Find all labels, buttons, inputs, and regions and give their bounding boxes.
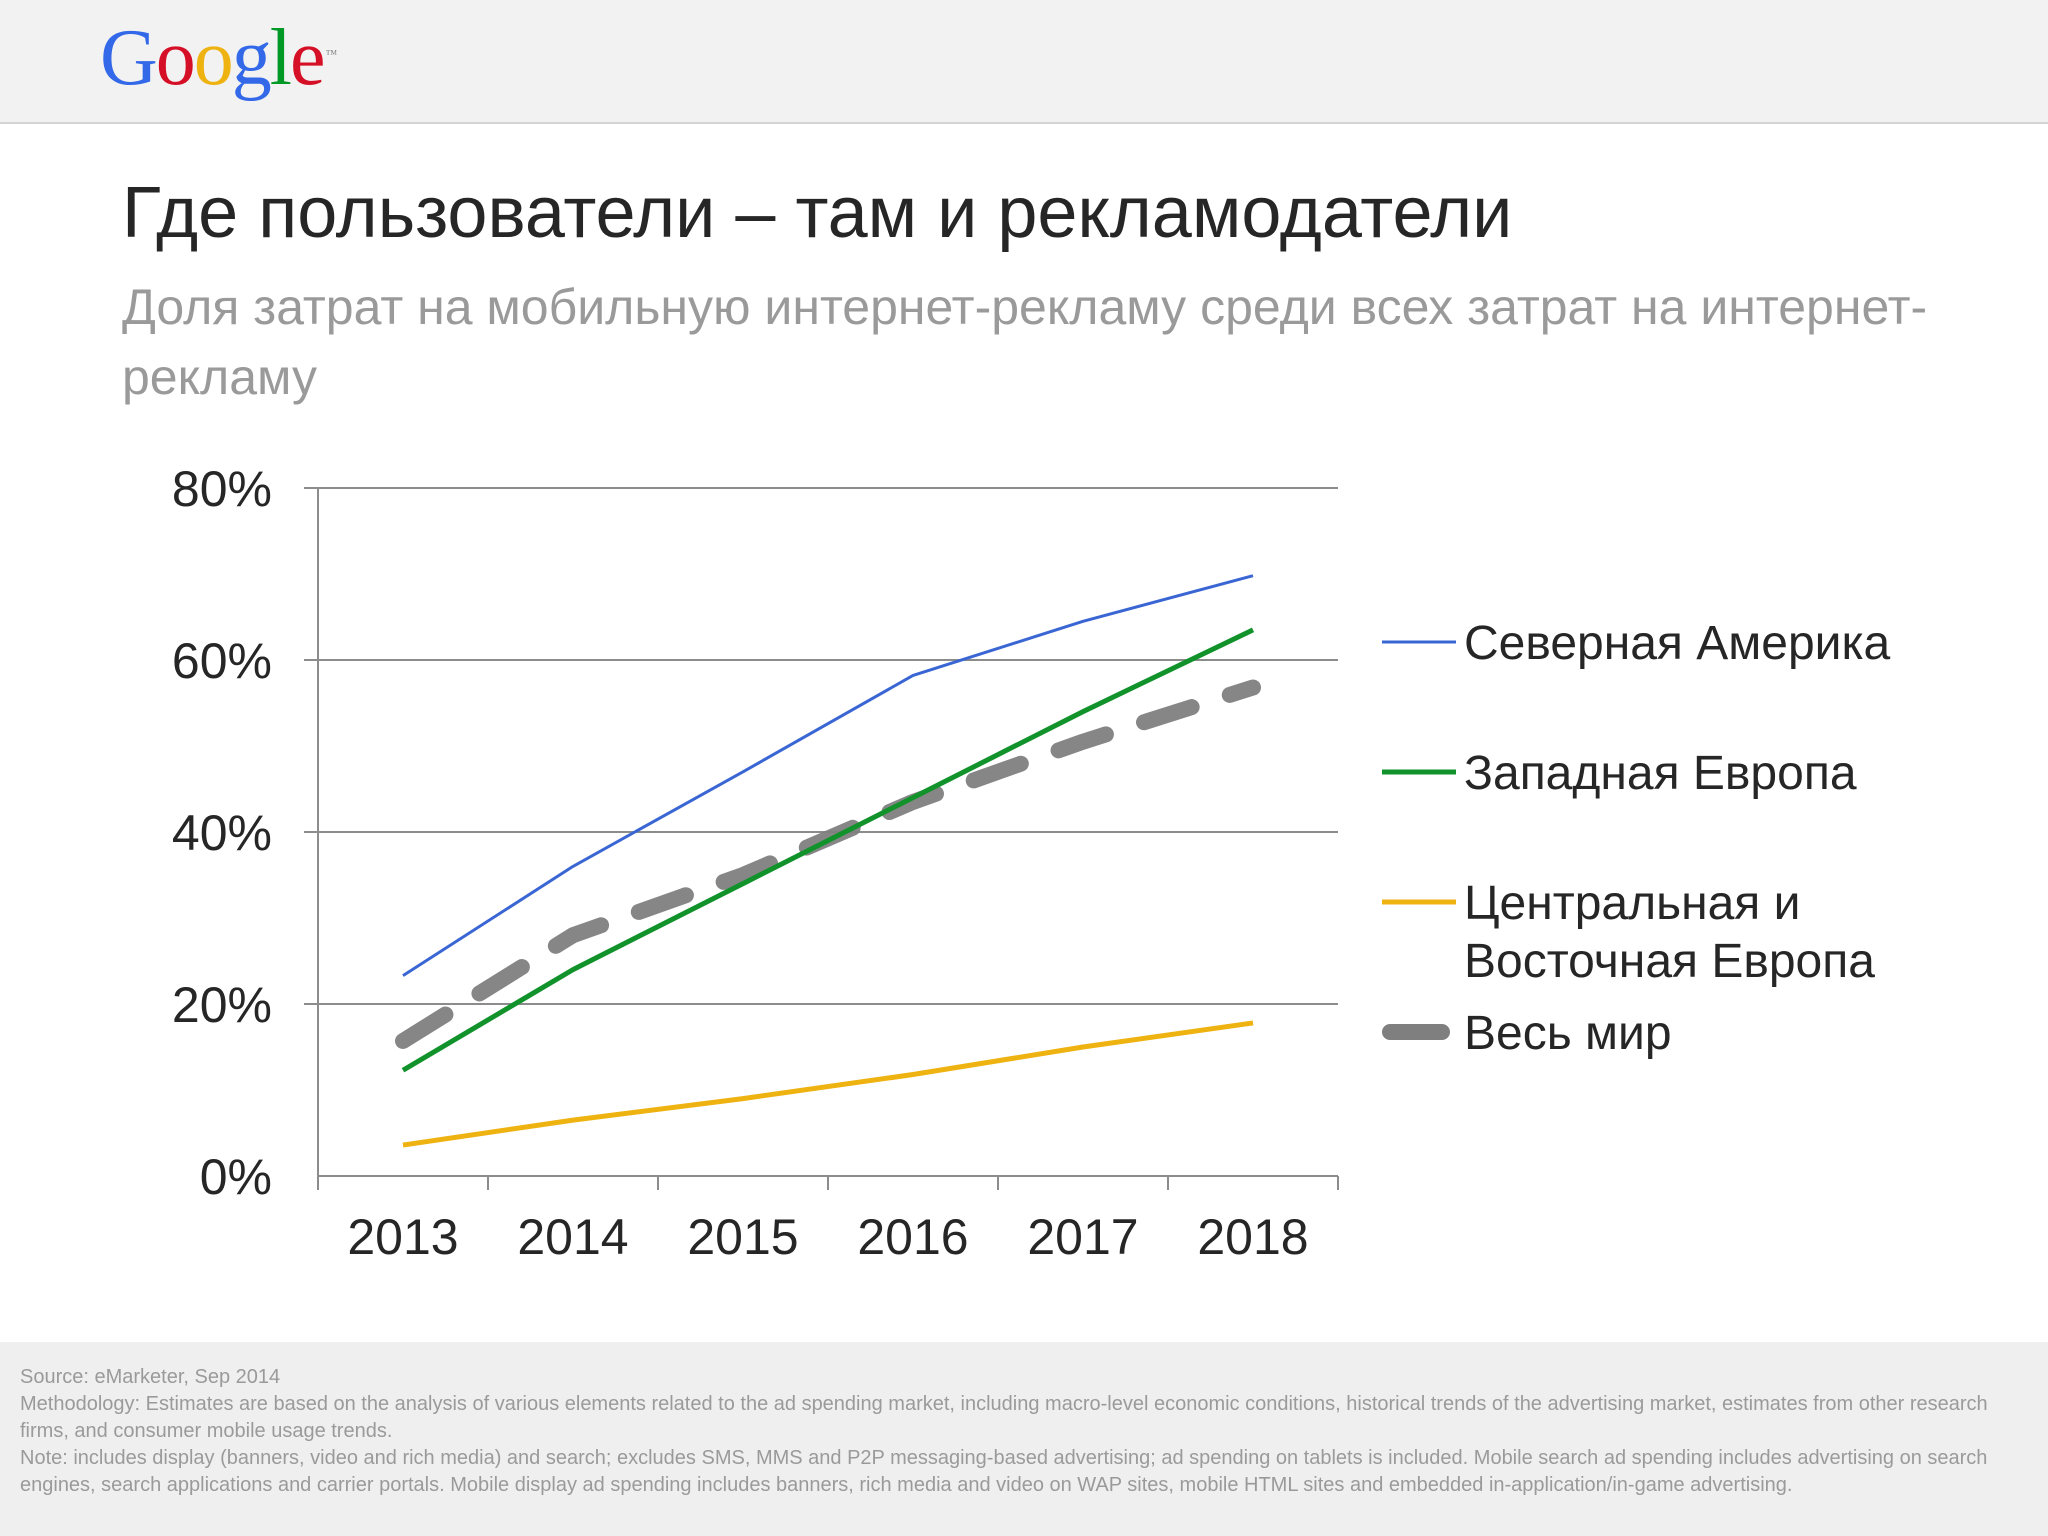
y-tick-label: 80% bbox=[172, 461, 272, 517]
x-tick-label: 2013 bbox=[347, 1209, 458, 1265]
google-logo: Google ™ bbox=[100, 14, 338, 102]
y-tick-label: 60% bbox=[172, 633, 272, 689]
legend-label: Весь мир bbox=[1464, 1007, 1672, 1060]
page-title: Где пользователи – там и рекламодатели bbox=[122, 173, 1513, 253]
logo-letter: G bbox=[100, 14, 158, 102]
logo-letter: o bbox=[155, 14, 196, 102]
series-line bbox=[402, 1020, 1254, 1148]
x-tick-label: 2018 bbox=[1197, 1209, 1308, 1265]
logo-trademark: ™ bbox=[325, 47, 338, 61]
x-tick-label: 2016 bbox=[857, 1209, 968, 1265]
x-tick-label: 2017 bbox=[1027, 1209, 1138, 1265]
legend-label: Западная Европа bbox=[1464, 747, 1857, 800]
x-tick-label: 2014 bbox=[517, 1209, 628, 1265]
logo-letter: e bbox=[290, 14, 325, 102]
footer-note: Note: includes display (banners, video a… bbox=[20, 1447, 1988, 1496]
logo-letter: l bbox=[269, 14, 292, 102]
logo-letter: g bbox=[231, 14, 272, 102]
x-tick-label: 2015 bbox=[687, 1209, 798, 1265]
series-line bbox=[395, 679, 1261, 1049]
footer-methodology: Methodology: Estimates are based on the … bbox=[20, 1393, 1988, 1442]
series-line bbox=[401, 627, 1255, 1073]
legend-label: Северная Америка bbox=[1464, 617, 1891, 670]
header-bar: Google ™ bbox=[0, 0, 2048, 124]
footer-source: Source: eMarketer, Sep 2014 bbox=[20, 1366, 281, 1388]
y-tick-label: 20% bbox=[172, 977, 272, 1033]
series-line bbox=[402, 574, 1254, 977]
page-subtitle: Доля затрат на мобильную интернет-реклам… bbox=[122, 279, 1928, 405]
line-chart: 0% 20% 40% 60% 80% 2013 2014 2015 2016 2017 2018 Се… bbox=[172, 461, 1891, 1265]
legend-label: Центральная и Восточная Европа bbox=[1464, 877, 1875, 988]
chart-area: 0% 20% 40% 60% 80% 2013 2014 2015 2016 2017 2018 Се… bbox=[0, 440, 2048, 1340]
footer: Source: eMarketer, Sep 2014 Methodology:… bbox=[0, 1342, 2048, 1536]
y-tick-label: 40% bbox=[172, 805, 272, 861]
y-tick-label: 0% bbox=[200, 1149, 272, 1205]
logo-letter: o bbox=[193, 14, 234, 102]
